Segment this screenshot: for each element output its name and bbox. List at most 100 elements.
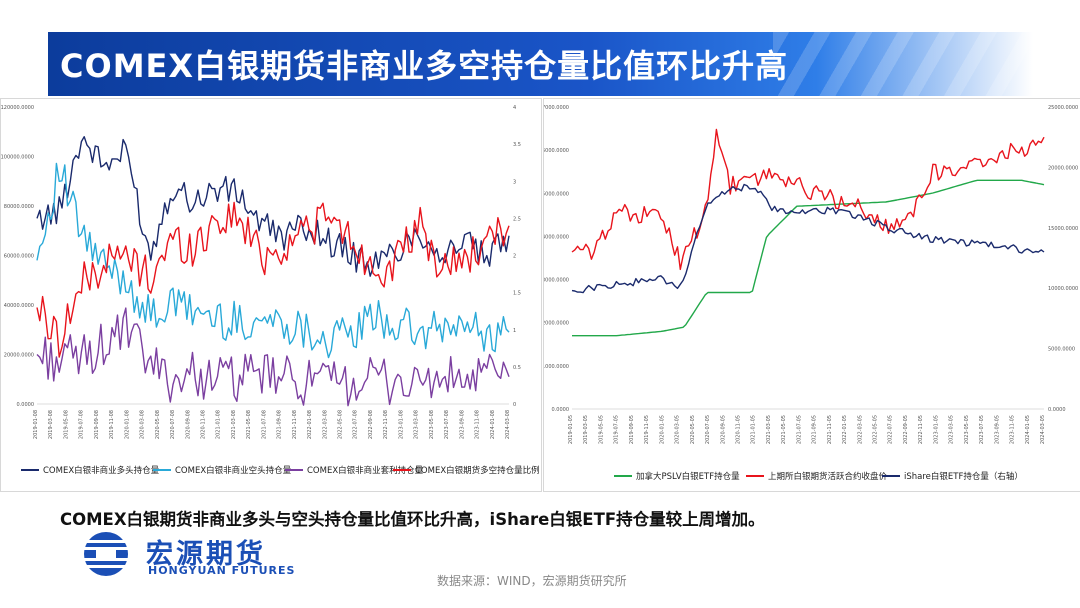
right-y-tick-label: 25000.0000	[1048, 105, 1078, 111]
x-tick-label: 2021-09-08	[277, 410, 283, 439]
x-tick-label: 2019-05-05	[598, 415, 604, 444]
left-y-tick-label: 80000.0000	[4, 204, 34, 210]
left-y-tick-label: 4000.0000	[544, 234, 569, 240]
x-tick-label: 2021-11-08	[292, 410, 298, 439]
caption-text: COMEX白银期货非商业多头与空头持仓量比值环比升高，iShare白银ETF持仓…	[60, 510, 765, 529]
right-y-tick-label: 3.5	[513, 142, 521, 148]
series-line-0-1	[36, 162, 510, 359]
company-logo: 宏源期货 HONGYUAN FUTURES	[72, 530, 312, 578]
x-tick-label: 2019-01-08	[33, 410, 39, 439]
left-y-tick-label: 100000.0000	[1, 155, 34, 161]
x-tick-label: 2020-09-05	[720, 415, 726, 444]
x-tick-label: 2019-07-05	[614, 415, 620, 444]
left-y-tick-label: 1000.0000	[544, 364, 569, 370]
x-tick-label: 2022-05-08	[338, 410, 344, 439]
right-y-tick-label: 1	[513, 328, 516, 334]
x-tick-label: 2019-03-08	[48, 410, 54, 439]
title-bar: COMEX白银期货非商业多空持仓量比值环比升高	[48, 32, 1033, 96]
x-tick-label: 2021-03-05	[766, 415, 772, 444]
left-y-tick-label: 0.0000	[17, 402, 35, 408]
x-tick-label: 2022-07-05	[888, 415, 894, 444]
x-tick-label: 2022-09-08	[368, 410, 374, 439]
x-tick-label: 2021-07-08	[261, 410, 267, 439]
x-tick-label: 2023-09-08	[459, 410, 465, 439]
x-tick-label: 2022-01-08	[307, 410, 313, 439]
x-tick-label: 2021-07-05	[796, 415, 802, 444]
left-y-tick-label: 120000.0000	[1, 105, 34, 111]
x-tick-label: 2020-07-08	[170, 410, 176, 439]
x-tick-label: 2021-05-05	[781, 415, 787, 444]
logo-english-name: HONGYUAN FUTURES	[148, 564, 296, 577]
left-y-tick-label: 7000.0000	[544, 105, 569, 111]
x-tick-label: 2019-11-08	[109, 410, 115, 439]
left-y-tick-label: 6000.0000	[544, 148, 569, 154]
data-source-note: 数据来源：WIND，宏源期货研究所	[437, 574, 627, 588]
x-tick-label: 2023-11-08	[475, 410, 481, 439]
x-tick-label: 2019-07-08	[79, 410, 85, 439]
chart-right: 0.0000 1000.0000 2000.0000 3000.0000 4000.00…	[544, 105, 1078, 482]
x-tick-label: 2022-03-05	[857, 415, 863, 444]
x-tick-label: 2020-01-05	[659, 415, 665, 444]
legend-label: iShare白银ETF持仓量（右轴）	[904, 471, 1023, 482]
x-tick-label: 2021-01-05	[751, 415, 757, 444]
x-tick-label: 2021-03-08	[231, 410, 237, 439]
legend-label: 加拿大PSLV白银ETF持仓量	[636, 471, 740, 482]
x-tick-label: 2023-03-08	[414, 410, 420, 439]
x-tick-label: 2022-05-05	[873, 415, 879, 444]
x-tick-label: 2020-07-05	[705, 415, 711, 444]
logo-mark-icon	[74, 532, 138, 576]
right-y-tick-label: 1.5	[513, 291, 521, 297]
x-tick-label: 2022-03-08	[322, 410, 328, 439]
x-tick-label: 2024-03-05	[1040, 415, 1046, 444]
x-tick-label: 2023-11-05	[1010, 415, 1016, 444]
x-tick-label: 2021-01-08	[216, 410, 222, 439]
right-y-tick-label: 3	[513, 179, 516, 185]
x-tick-label: 2019-03-05	[583, 415, 589, 444]
left-y-tick-label: 40000.0000	[4, 303, 34, 309]
x-tick-label: 2021-09-05	[812, 415, 818, 444]
series-line-0-3	[36, 201, 510, 358]
title-stripe-decoration	[773, 32, 1033, 96]
x-tick-label: 2020-03-05	[675, 415, 681, 444]
right-y-tick-label: 0.0000	[1048, 407, 1066, 413]
series-line-1-0	[572, 179, 1045, 337]
x-tick-label: 2019-11-05	[644, 415, 650, 444]
right-y-tick-label: 20000.0000	[1048, 165, 1078, 171]
series-line-1-2	[571, 183, 1045, 294]
right-y-tick-label: 15000.0000	[1048, 226, 1078, 232]
left-y-tick-label: 20000.0000	[4, 353, 34, 359]
x-tick-label: 2023-05-05	[964, 415, 970, 444]
legend-label: COMEX白银非商业空头持仓量	[175, 465, 292, 476]
right-y-tick-label: 10000.0000	[1048, 286, 1078, 292]
x-tick-label: 2022-09-05	[903, 415, 909, 444]
x-tick-label: 2020-09-08	[185, 410, 191, 439]
right-y-tick-label: 0	[513, 402, 516, 408]
x-tick-label: 2022-01-05	[842, 415, 848, 444]
x-tick-label: 2022-07-08	[353, 410, 359, 439]
x-tick-label: 2021-11-05	[827, 415, 833, 444]
left-y-tick-label: 60000.0000	[4, 254, 34, 260]
x-tick-label: 2022-11-05	[918, 415, 924, 444]
chart-left: 0.0000 20000.0000 40000.0000 60000.0000 8000…	[1, 105, 540, 476]
page-title: COMEX白银期货非商业多空持仓量比值环比升高	[60, 47, 789, 85]
x-tick-label: 2024-03-08	[505, 410, 511, 439]
x-tick-label: 2020-01-08	[124, 410, 130, 439]
x-tick-label: 2023-05-08	[429, 410, 435, 439]
x-tick-label: 2023-01-05	[933, 415, 939, 444]
x-tick-label: 2020-05-05	[690, 415, 696, 444]
x-tick-label: 2024-01-08	[490, 410, 496, 439]
legend-label: COMEX白银期货多空持仓量比例	[415, 465, 540, 476]
x-tick-label: 2022-11-08	[383, 410, 389, 439]
right-y-tick-label: 2.5	[513, 216, 521, 222]
right-y-tick-label: 4	[513, 105, 516, 111]
x-tick-label: 2020-11-05	[735, 415, 741, 444]
x-tick-label: 2023-07-08	[444, 410, 450, 439]
right-y-tick-label: 2	[513, 254, 516, 260]
left-y-tick-label: 3000.0000	[544, 278, 569, 284]
series-line-0-2	[36, 307, 510, 407]
left-y-tick-label: 5000.0000	[544, 191, 569, 197]
x-tick-label: 2023-09-05	[994, 415, 1000, 444]
x-tick-label: 2023-03-05	[949, 415, 955, 444]
series-line-1-1	[571, 128, 1045, 271]
x-tick-label: 2019-05-08	[63, 410, 69, 439]
